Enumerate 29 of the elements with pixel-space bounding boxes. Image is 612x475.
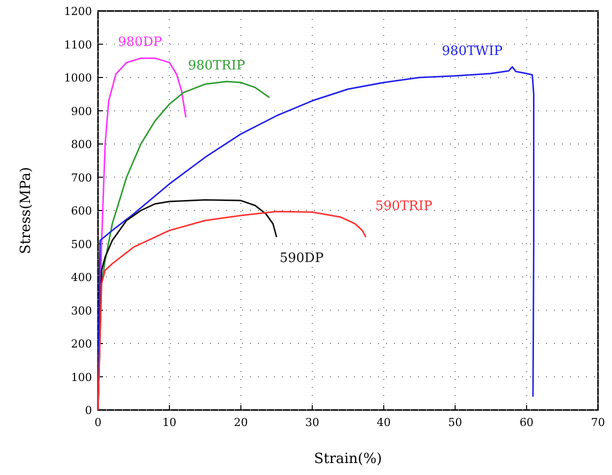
- y-tick-label: 800: [71, 138, 92, 151]
- y-tick-label: 300: [71, 304, 92, 318]
- x-axis-title: Strain(%): [314, 451, 382, 467]
- series-label: 980TRIP: [188, 58, 246, 74]
- x-tick-label: 60: [520, 416, 534, 429]
- series-label: 980TWIP: [442, 44, 503, 59]
- series-label: 980DP: [118, 35, 162, 50]
- y-tick-label: 900: [71, 104, 92, 118]
- x-tick-label: 50: [448, 416, 462, 429]
- y-axis-title: Stress(MPa): [18, 167, 34, 254]
- y-tick-label: 500: [71, 238, 92, 251]
- y-tick-label: 600: [71, 204, 92, 218]
- y-tick-label: 400: [71, 271, 92, 284]
- series-label: 590DP: [280, 251, 324, 266]
- x-tick-label: 40: [376, 416, 391, 429]
- x-tick-label: 30: [305, 416, 320, 429]
- x-tick-label: 0: [94, 416, 102, 429]
- series-label: 590TRIP: [375, 199, 433, 214]
- y-tick-label: 100: [71, 370, 92, 384]
- y-tick-label: 1200: [64, 5, 92, 18]
- y-tick-label: 0: [85, 404, 92, 417]
- y-tick-label: 700: [71, 171, 92, 184]
- line-series: [97, 210, 367, 411]
- y-tick-label: 1100: [64, 38, 92, 52]
- y-tick-label: 1000: [64, 72, 92, 84]
- x-tick-label: 70: [591, 416, 605, 429]
- x-tick-label: 10: [162, 416, 176, 429]
- y-tick-label: 200: [71, 338, 92, 350]
- x-tick-label: 20: [234, 416, 248, 429]
